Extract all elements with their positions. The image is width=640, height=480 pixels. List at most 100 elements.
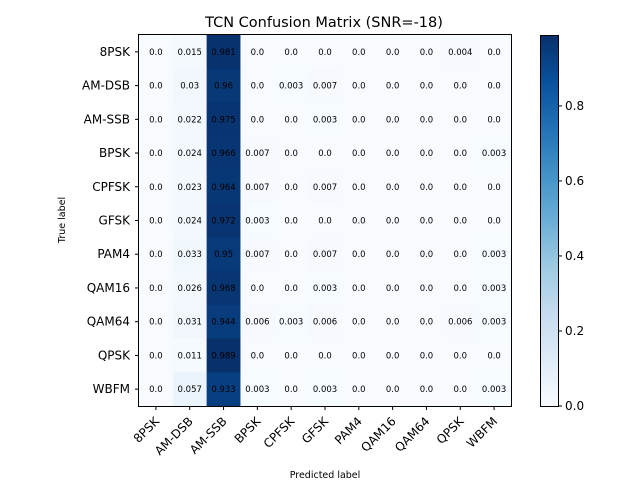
heatmap-cell [409,35,444,70]
cell-value-label: 0.0 [318,149,332,159]
y-tick-label: PAM4 [97,247,130,261]
cell-value-label: 0.0 [386,284,400,294]
heatmap-cell [443,68,478,103]
cell-value-label: 0.0 [386,149,400,159]
heatmap-cell [477,304,512,339]
cell-value-label: 0.0 [251,82,265,92]
cell-value-label: 0.0 [454,82,468,92]
heatmap-cell [341,304,377,339]
chart-title: TCN Confusion Matrix (SNR=-18) [204,15,443,31]
cell-value-label: 0.007 [313,250,337,260]
heatmap-cell [240,203,275,238]
cell-value-label: 0.0 [149,183,163,193]
cell-value-label: 0.0 [352,82,366,92]
x-tick-label: GFSK [299,413,332,446]
heatmap-cell [139,68,174,103]
cell-value-label: 0.031 [178,318,202,328]
heatmap-cell [172,372,208,407]
heatmap-cell [409,136,444,171]
heatmap-cell [274,203,309,238]
heatmap-cell [139,35,174,70]
heatmap-cell [308,372,343,407]
cell-value-label: 0.0 [386,183,400,193]
heatmap-cell [375,271,410,306]
heatmap-cell [240,338,275,373]
heatmap-cell [341,35,377,70]
cell-value-label: 0.0 [318,351,332,361]
heatmap-cell [240,271,275,306]
heatmap-cell [172,338,208,373]
cell-value-label: 0.0 [149,351,163,361]
cell-value-label: 0.96 [214,82,233,92]
cell-value-label: 0.0 [386,351,400,361]
heatmap-cell [477,136,512,171]
cell-value-label: 0.0 [420,318,434,328]
heatmap-cell [274,271,309,306]
heatmap-cell [172,136,208,171]
cell-value-label: 0.0 [352,48,366,58]
heatmap-cell [206,35,241,70]
heatmap-cell [274,136,309,171]
cell-value-label: 0.981 [211,48,235,58]
cell-value-label: 0.004 [448,48,472,58]
cell-value-label: 0.007 [313,183,337,193]
cell-value-label: 0.024 [178,149,202,159]
cell-value-label: 0.006 [245,318,269,328]
cell-value-label: 0.0 [149,149,163,159]
heatmap-cell [240,237,275,272]
heatmap-cell [409,68,444,103]
x-axis-label: Predicted label [290,470,361,480]
cell-value-label: 0.007 [245,149,269,159]
cell-value-label: 0.0 [149,48,163,58]
heatmap-cell [375,35,410,70]
heatmap-cell [409,237,444,272]
cell-value-label: 0.0 [251,351,265,361]
heatmap-cell [477,271,512,306]
heatmap-cell [274,68,309,103]
heatmap-cell [139,237,174,272]
cell-value-label: 0.0 [454,115,468,125]
heatmap-cell [139,372,174,407]
heatmap-cell [172,271,208,306]
heatmap-cell [443,271,478,306]
heatmap-cell [274,237,309,272]
x-tick-label: 8PSK [131,413,163,445]
cell-value-label: 0.964 [211,183,235,193]
cell-value-label: 0.007 [313,82,337,92]
heatmap-cell [240,35,275,70]
y-tick-label: AM-DSB [82,79,130,93]
heatmap-cell [308,338,343,373]
x-tick-label: QPSK [434,413,467,446]
heatmap-cell [409,169,444,205]
cell-value-label: 0.003 [313,284,337,294]
y-tick-label: WBFM [93,382,130,396]
cell-value-label: 0.0 [149,385,163,395]
heatmap-cell [308,304,343,339]
heatmap-cell [172,169,208,205]
cell-value-label: 0.0 [386,115,400,125]
cell-value-label: 0.0 [318,48,332,58]
cell-value-label: 0.0 [284,250,298,260]
cell-value-label: 0.0 [284,385,298,395]
cell-value-label: 0.0 [352,217,366,227]
heatmap-cell [443,102,478,137]
heatmap-cell [172,35,208,70]
cell-value-label: 0.015 [178,48,202,58]
cell-value-label: 0.0 [420,115,434,125]
heatmap-cell [443,203,478,238]
heatmap-cell [308,102,343,137]
heatmap-cell [341,372,377,407]
heatmap-cell [240,68,275,103]
heatmap-cell [274,338,309,373]
y-tick-label: AM-SSB [84,112,130,126]
heatmap-cell [274,169,309,205]
cell-value-label: 0.0 [454,351,468,361]
heatmap-cell [341,237,377,272]
heatmap-cell [477,35,512,70]
y-tick-label: QPSK [98,348,131,362]
cell-value-label: 0.0 [454,183,468,193]
heatmap-cell [477,237,512,272]
heatmap-cell [409,271,444,306]
heatmap-cell [375,169,410,205]
